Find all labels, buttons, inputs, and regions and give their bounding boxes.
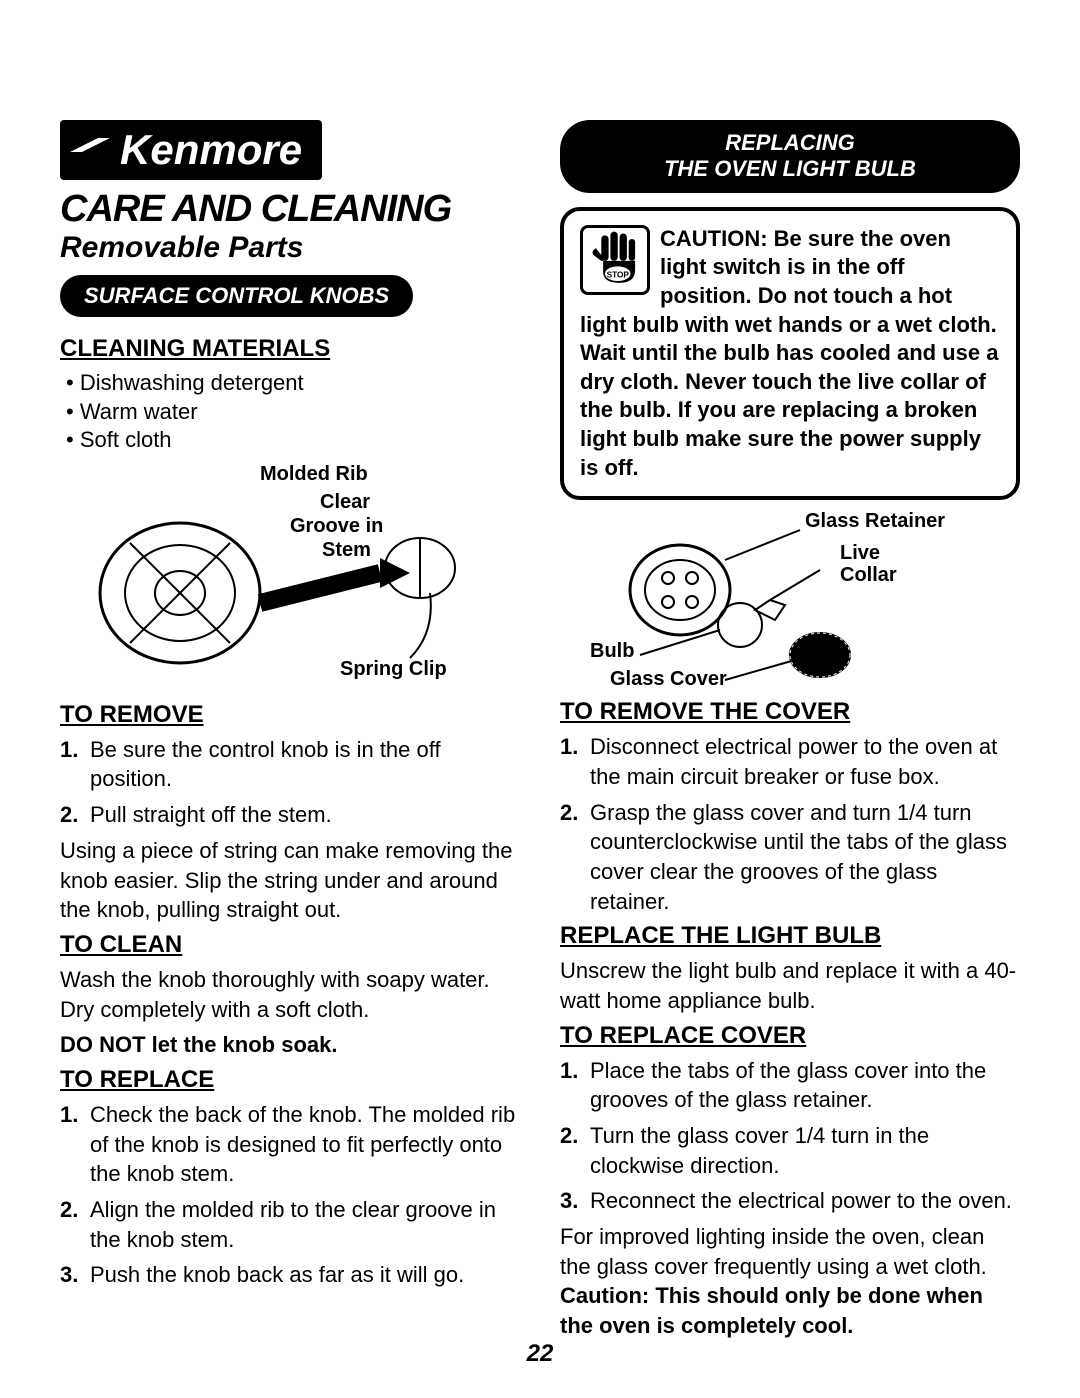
material-item: Dishwashing detergent xyxy=(66,369,520,398)
step-text: Place the tabs of the glass cover into t… xyxy=(590,1056,1020,1115)
replace-cover-steps: 1.Place the tabs of the glass cover into… xyxy=(560,1056,1020,1216)
label-glass-retainer: Glass Retainer xyxy=(805,510,945,532)
heading-replace-bulb: REPLACE THE LIGHT BULB xyxy=(560,922,1020,950)
list-item: 2.Grasp the glass cover and turn 1/4 tur… xyxy=(560,798,1020,917)
label-collar: Collar xyxy=(840,564,897,586)
list-item: 1.Place the tabs of the glass cover into… xyxy=(560,1056,1020,1115)
pill-surface-control: SURFACE CONTROL KNOBS xyxy=(60,275,413,317)
remove-cover-steps: 1.Disconnect electrical power to the ove… xyxy=(560,732,1020,916)
knob-diagram: Molded Rib Clear Groove in Stem Spring C… xyxy=(60,463,520,693)
list-item: 2.Align the molded rib to the clear groo… xyxy=(60,1195,520,1254)
replace-bulb-text: Unscrew the light bulb and replace it wi… xyxy=(560,956,1020,1015)
replace-steps: 1.Check the back of the knob. The molded… xyxy=(60,1100,520,1290)
label-molded-rib: Molded Rib xyxy=(260,463,368,485)
step-text: Disconnect electrical power to the oven … xyxy=(590,732,1020,791)
step-text: Check the back of the knob. The molded r… xyxy=(90,1100,520,1189)
label-groove: Groove in xyxy=(290,515,383,537)
closing-bold: Caution: This should only be done when t… xyxy=(560,1283,983,1338)
closing-text: For improved lighting inside the oven, c… xyxy=(560,1224,987,1279)
stop-hand-icon: STOP xyxy=(580,225,650,295)
brand-logo: Kenmore xyxy=(60,120,322,180)
list-item: 1.Disconnect electrical power to the ove… xyxy=(560,732,1020,791)
material-item: Warm water xyxy=(66,398,520,427)
heading-replace-cover: TO REPLACE COVER xyxy=(560,1022,1020,1050)
heading-cleaning-materials: CLEANING MATERIALS xyxy=(60,335,520,363)
main-title: CARE AND CLEANING xyxy=(60,188,520,231)
page-number: 22 xyxy=(527,1340,554,1368)
label-bulb: Bulb xyxy=(590,640,634,662)
step-text: Turn the glass cover 1/4 turn in the clo… xyxy=(590,1121,1020,1180)
step-text: Push the knob back as far as it will go. xyxy=(90,1260,464,1290)
step-text: Pull straight off the stem. xyxy=(90,800,332,830)
label-live: Live xyxy=(840,542,880,564)
list-item: 3.Reconnect the electrical power to the … xyxy=(560,1186,1020,1216)
bulb-diagram: Glass Retainer Live Collar Bulb Glass Co… xyxy=(560,510,1020,690)
list-item: 2.Turn the glass cover 1/4 turn in the c… xyxy=(560,1121,1020,1180)
remove-note: Using a piece of string can make removin… xyxy=(60,836,520,925)
heading-to-remove: TO REMOVE xyxy=(60,701,520,729)
material-item: Soft cloth xyxy=(66,426,520,455)
label-stem: Stem xyxy=(322,539,371,561)
label-clear: Clear xyxy=(320,491,370,513)
materials-list: Dishwashing detergent Warm water Soft cl… xyxy=(60,369,520,455)
step-text: Be sure the control knob is in the off p… xyxy=(90,735,520,794)
closing-para: For improved lighting inside the oven, c… xyxy=(560,1222,1020,1341)
label-glass-cover: Glass Cover xyxy=(610,668,727,690)
remove-steps: 1.Be sure the control knob is in the off… xyxy=(60,735,520,830)
heading-to-replace: TO REPLACE xyxy=(60,1066,520,1094)
sub-title: Removable Parts xyxy=(60,231,520,265)
caution-box: STOP CAUTION: Be sure the oven light swi… xyxy=(560,207,1020,500)
svg-text:STOP: STOP xyxy=(607,270,630,279)
heading-remove-cover: TO REMOVE THE COVER xyxy=(560,698,1020,726)
pill-line2: THE OVEN LIGHT BULB xyxy=(664,156,916,181)
list-item: 1.Check the back of the knob. The molded… xyxy=(60,1100,520,1189)
step-text: Align the molded rib to the clear groove… xyxy=(90,1195,520,1254)
label-spring-clip: Spring Clip xyxy=(340,658,447,680)
step-text: Reconnect the electrical power to the ov… xyxy=(590,1186,1012,1216)
step-text: Grasp the glass cover and turn 1/4 turn … xyxy=(590,798,1020,917)
list-item: 3.Push the knob back as far as it will g… xyxy=(60,1260,520,1290)
list-item: 2.Pull straight off the stem. xyxy=(60,800,520,830)
pill-replacing-bulb: REPLACING THE OVEN LIGHT BULB xyxy=(560,120,1020,193)
clean-warning: DO NOT let the knob soak. xyxy=(60,1030,520,1060)
pill-line1: REPLACING xyxy=(725,130,855,155)
list-item: 1.Be sure the control knob is in the off… xyxy=(60,735,520,794)
heading-to-clean: TO CLEAN xyxy=(60,931,520,959)
clean-text: Wash the knob thoroughly with soapy wate… xyxy=(60,965,520,1024)
